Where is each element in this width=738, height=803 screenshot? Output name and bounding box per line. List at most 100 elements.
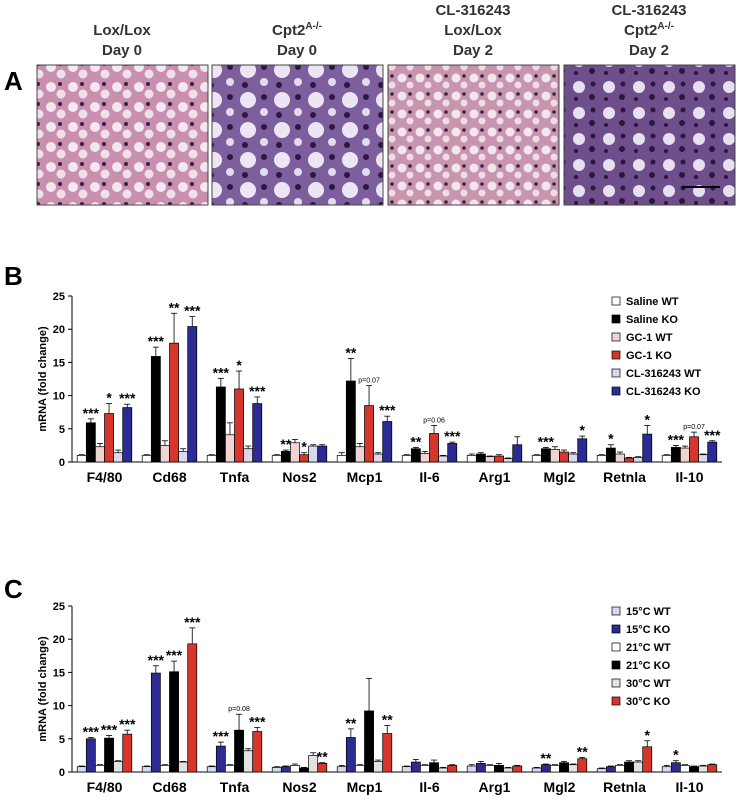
error-bar xyxy=(542,446,549,449)
error-bar xyxy=(366,385,373,406)
error-bar xyxy=(709,440,716,443)
significance-label: *** xyxy=(184,303,201,319)
column-header: Day 2 xyxy=(629,42,669,59)
x-tick-label: Tnfa xyxy=(220,469,250,485)
y-axis-label: mRNA (fold change) xyxy=(37,636,49,742)
error-bar xyxy=(161,764,168,766)
bar xyxy=(550,449,560,463)
panel-label: C xyxy=(4,574,23,604)
error-bar xyxy=(152,665,159,674)
error-bar xyxy=(533,766,540,769)
error-bar xyxy=(468,453,475,456)
error-bar xyxy=(319,762,326,764)
column-header: CL-316243 xyxy=(435,2,510,19)
error-bar xyxy=(607,444,614,449)
error-bar xyxy=(412,758,419,763)
error-bar xyxy=(486,455,493,457)
significance-label: *** xyxy=(249,383,266,399)
bar xyxy=(698,454,709,463)
error-bar xyxy=(236,713,243,731)
error-bar xyxy=(115,760,122,762)
bar xyxy=(568,453,579,463)
legend-swatch xyxy=(611,696,621,706)
error-bar xyxy=(254,727,261,732)
error-bar xyxy=(319,444,326,447)
legend-swatch xyxy=(611,296,621,306)
significance-label: ** xyxy=(577,743,588,759)
error-bar xyxy=(626,456,633,459)
error-bar xyxy=(579,756,586,759)
significance-label: *** xyxy=(101,721,118,737)
x-tick-label: Retnla xyxy=(603,779,646,795)
error-bar xyxy=(208,765,215,767)
bar xyxy=(104,413,114,463)
bar xyxy=(225,434,235,463)
bar xyxy=(76,455,87,463)
bar xyxy=(420,453,430,463)
significance-label: p=0.07 xyxy=(358,378,380,385)
bar xyxy=(401,455,412,463)
legend-label: GC-1 KO xyxy=(626,350,672,362)
y-tick-label: 0 xyxy=(59,457,65,469)
bar xyxy=(689,436,699,463)
bar xyxy=(707,441,718,463)
significance-label: *** xyxy=(213,364,230,380)
significance-label: *** xyxy=(119,716,136,732)
error-bar xyxy=(282,449,289,452)
error-bar xyxy=(412,446,419,449)
bar xyxy=(355,446,365,463)
bar xyxy=(633,457,644,463)
bar xyxy=(531,767,542,773)
significance-label: ** xyxy=(317,749,328,765)
header-text: Day 0 xyxy=(102,42,142,59)
error-bar xyxy=(570,452,577,455)
bar xyxy=(122,733,133,773)
histology-image xyxy=(387,64,560,206)
bar xyxy=(364,710,374,773)
error-bar xyxy=(644,425,651,435)
bar xyxy=(420,765,430,773)
error-bar xyxy=(607,765,614,767)
significance-label: * xyxy=(608,431,614,447)
x-tick-label: Mcp1 xyxy=(347,469,383,485)
error-bar xyxy=(570,763,577,765)
error-bar xyxy=(551,764,558,766)
error-bar xyxy=(143,765,150,767)
error-bar xyxy=(236,370,243,389)
error-bar xyxy=(551,446,558,450)
significance-label: *** xyxy=(166,647,183,663)
error-bar xyxy=(347,728,354,738)
y-tick-label: 15 xyxy=(53,357,65,369)
significance-label: ** xyxy=(540,750,551,766)
bar xyxy=(290,765,300,773)
error-bar xyxy=(338,764,345,767)
error-bar xyxy=(616,451,623,455)
bar xyxy=(85,738,96,773)
histology-image xyxy=(36,64,209,206)
significance-label: *** xyxy=(83,723,100,739)
bar xyxy=(531,455,542,463)
x-tick-label: Il-10 xyxy=(675,469,703,485)
significance-label: * xyxy=(106,390,112,406)
bar xyxy=(215,745,226,773)
bar xyxy=(605,447,616,463)
significance-label: *** xyxy=(148,652,165,668)
error-bar xyxy=(505,457,512,459)
legend-swatch xyxy=(611,350,621,360)
error-bar xyxy=(291,763,298,766)
legend-label: Saline WT xyxy=(626,296,679,308)
error-bar xyxy=(226,422,233,435)
bar xyxy=(160,445,170,463)
bar xyxy=(642,433,653,463)
error-bar xyxy=(663,454,670,456)
error-bar xyxy=(87,418,94,423)
error-bar xyxy=(124,403,131,408)
error-bar xyxy=(310,444,317,447)
y-axis-label: mRNA (fold change) xyxy=(37,326,49,432)
y-tick-label: 25 xyxy=(53,291,65,303)
header-text: Lox/Lox xyxy=(444,22,502,39)
significance-label: *** xyxy=(538,433,555,449)
significance-label: p=0.08 xyxy=(228,706,250,713)
significance-label: * xyxy=(580,422,586,438)
